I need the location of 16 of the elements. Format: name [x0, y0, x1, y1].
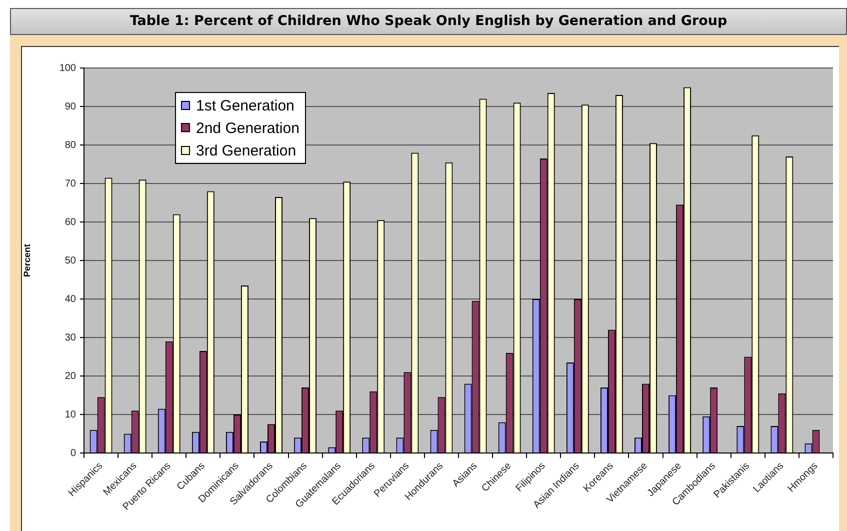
y-tick-label: 40 — [64, 294, 76, 305]
legend-label: 2nd Generation — [196, 120, 300, 137]
y-tick-label: 70 — [64, 178, 76, 190]
chart-title: Table 1: Percent of Children Who Speak Only English by Generation and Group — [10, 8, 847, 35]
y-tick-label: 90 — [64, 101, 76, 112]
legend-label: 3rd Generation — [196, 142, 296, 160]
y-axis-title: Percent — [22, 244, 32, 278]
y-tick-label: 20 — [64, 370, 76, 382]
y-tick-label: 30 — [64, 332, 76, 344]
y-tick-label: 50 — [64, 255, 76, 266]
y-tick-label: 80 — [64, 140, 76, 151]
y-tick-label: 100 — [59, 62, 76, 74]
y-tick-label: 60 — [64, 216, 76, 228]
legend-label: 1st Generation — [196, 97, 294, 114]
y-tick-label: 10 — [64, 409, 76, 420]
y-tick-label: 0 — [70, 448, 76, 459]
